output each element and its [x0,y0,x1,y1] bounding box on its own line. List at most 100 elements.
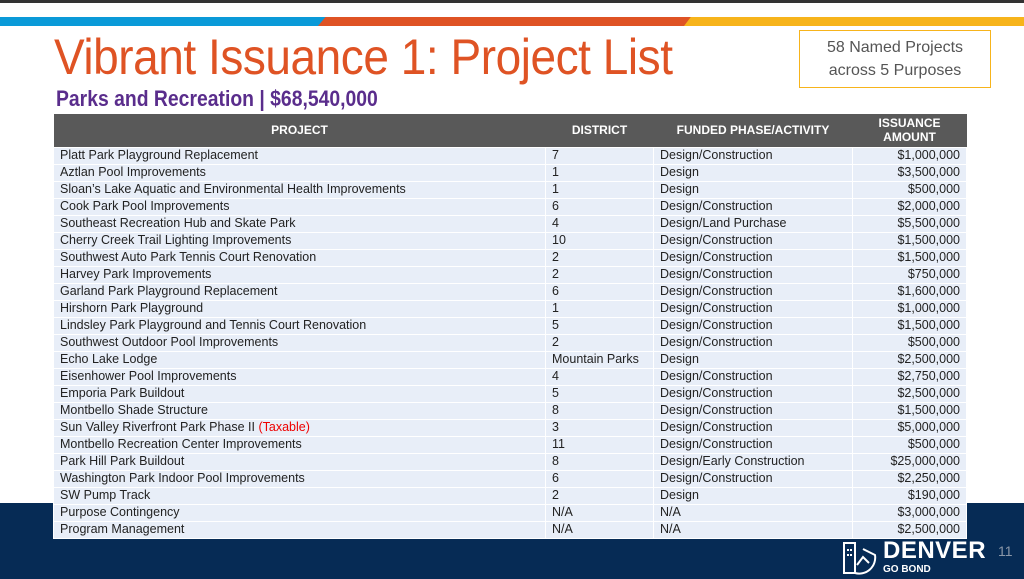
district-text: 2 [552,250,559,264]
district: 4 [545,367,654,386]
funded-phase: N/A [653,520,853,539]
project-name-text: Harvey Park Improvements [60,267,212,281]
district: 10 [545,231,654,250]
project-name-text: Sun Valley Riverfront Park Phase II [60,420,255,434]
project-name: SW Pump Track [53,486,546,505]
issuance-amount-text: $2,250,000 [897,471,960,485]
logo-text: DENVER [883,537,987,564]
project-name-text: Program Management [60,522,185,536]
logo-subtext: GO BOND [883,564,931,575]
stripe-gold [684,17,1024,26]
funded-phase: Design/Construction [653,401,853,420]
table-row: Garland Park Playground Replacement 6 Desi… [53,282,967,301]
district-text: 4 [552,216,559,230]
project-name-text: Emporia Park Buildout [60,386,185,400]
issuance-amount-text: $25,000,000 [890,454,960,468]
funded-phase-text: Design [660,352,699,366]
district-text: 4 [552,369,559,383]
issuance-amount: $500,000 [852,435,967,454]
table-row: Southeast Recreation Hub and Skate Park 4… [53,214,967,233]
issuance-amount: $190,000 [852,486,967,505]
project-name: Eisenhower Pool Improvements [53,367,546,386]
district-text: 6 [552,471,559,485]
district: 4 [545,214,654,233]
project-name: Washington Park Indoor Pool Improvements [53,469,546,488]
issuance-amount: $2,500,000 [852,520,967,539]
project-name-text: Echo Lake Lodge [60,352,158,366]
project-name-text: Washington Park Indoor Pool Improvements [60,471,305,485]
project-name: Emporia Park Buildout [53,384,546,403]
district-text: 1 [552,165,559,179]
project-name: Cook Park Pool Improvements [53,197,546,216]
section-subtitle: Parks and Recreation | $68,540,000 [56,86,378,111]
callout-line-1: 58 Named Projects [826,39,964,56]
issuance-amount-text: $5,000,000 [897,420,960,434]
funded-phase: Design [653,486,853,505]
header-district: DISTRICT [545,114,654,147]
funded-phase-text: N/A [660,522,681,536]
funded-phase: Design/Construction [653,282,853,301]
project-name-text: Park Hill Park Buildout [60,454,185,468]
project-name: Aztlan Pool Improvements [53,163,546,182]
project-name-text: Aztlan Pool Improvements [60,165,206,179]
issuance-amount: $25,000,000 [852,452,967,471]
funded-phase: Design/Construction [653,299,853,318]
funded-phase-text: Design/Construction [660,250,773,264]
project-name-text: Eisenhower Pool Improvements [60,369,237,383]
project-name-text: Montbello Shade Structure [60,403,209,417]
issuance-amount: $1,600,000 [852,282,967,301]
funded-phase: Design/Land Purchase [653,214,853,233]
issuance-amount-text: $3,000,000 [897,505,960,519]
project-name-text: Hirshorn Park Playground [60,301,204,315]
table-header: PROJECT DISTRICT FUNDED PHASE/ACTIVITY I… [53,114,967,147]
district: 1 [545,163,654,182]
district-text: 5 [552,386,559,400]
header-amount-line1: ISSUANCE [878,116,941,131]
funded-phase-text: Design/Construction [660,318,773,332]
district: 6 [545,197,654,216]
issuance-amount: $2,750,000 [852,367,967,386]
issuance-amount: $5,500,000 [852,214,967,233]
district-text: 3 [552,420,559,434]
project-name: Echo Lake Lodge [53,350,546,369]
funded-phase: Design/Construction [653,231,853,250]
table-row: Cook Park Pool Improvements 6 Design/Const… [53,197,967,216]
table-row: Southwest Outdoor Pool Improvements 2 Desi… [53,333,967,352]
funded-phase-text: Design [660,488,699,502]
header-project: PROJECT [53,114,546,147]
funded-phase-text: Design/Construction [660,386,773,400]
funded-phase-text: Design/Construction [660,148,773,162]
issuance-amount: $1,500,000 [852,231,967,250]
district: 5 [545,316,654,335]
project-name: Lindsley Park Playground and Tennis Cour… [53,316,546,335]
project-name-text: Cherry Creek Trail Lighting Improvements [60,233,292,247]
project-table: PROJECT DISTRICT FUNDED PHASE/ACTIVITY I… [53,114,967,539]
project-name-text: Southwest Outdoor Pool Improvements [60,335,279,349]
issuance-amount: $2,250,000 [852,469,967,488]
funded-phase: Design/Construction [653,316,853,335]
table-row: Montbello Recreation Center Improvements… [53,435,967,454]
issuance-amount-text: $1,000,000 [897,148,960,162]
issuance-amount: $2,500,000 [852,384,967,403]
project-name: Program Management [53,520,546,539]
issuance-amount-text: $1,500,000 [897,403,960,417]
table-row: Purpose Contingency N/A N/A $3,000,000 [53,503,967,522]
funded-phase-text: Design/Construction [660,267,773,281]
district-text: 2 [552,335,559,349]
project-name: Sloan’s Lake Aquatic and Environmental H… [53,180,546,199]
stripe-blue [0,17,330,26]
project-name: Southwest Auto Park Tennis Court Renovat… [53,248,546,267]
table-row: Sun Valley Riverfront Park Phase II (Tax… [53,418,967,437]
funded-phase-text: Design [660,182,699,196]
funded-phase-text: Design/Construction [660,437,773,451]
district-text: N/A [552,505,573,519]
issuance-amount: $1,000,000 [852,299,967,318]
district-text: 6 [552,199,559,213]
funded-phase-text: Design/Construction [660,301,773,315]
project-name: Southwest Outdoor Pool Improvements [53,333,546,352]
issuance-amount-text: $2,500,000 [897,386,960,400]
issuance-amount: $1,500,000 [852,316,967,335]
district: 6 [545,282,654,301]
funded-phase: Design/Construction [653,418,853,437]
project-name-text: Lindsley Park Playground and Tennis Cour… [60,318,367,332]
